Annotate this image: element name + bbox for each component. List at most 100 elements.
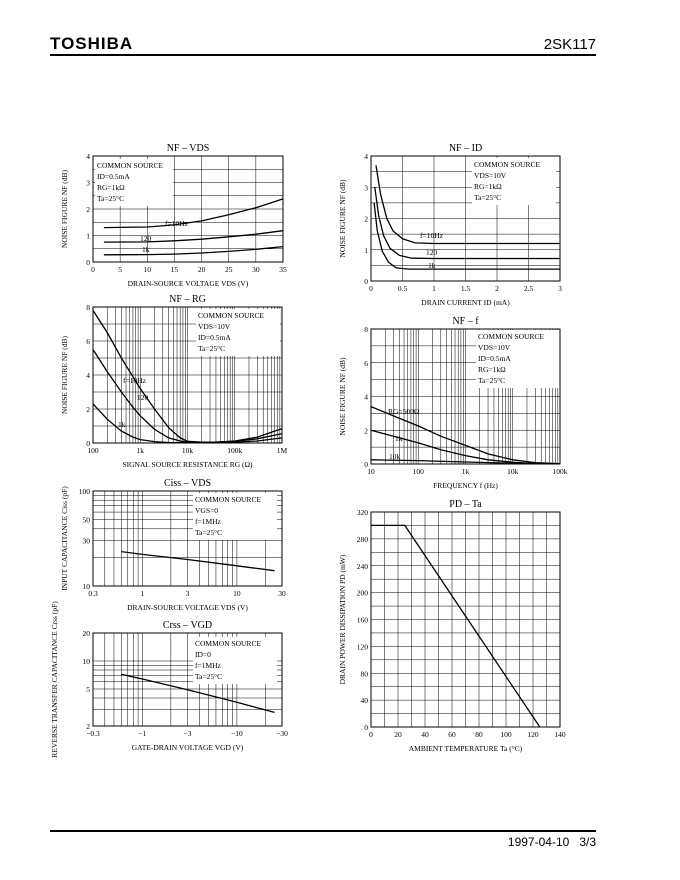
- x-tick-label: 30: [252, 265, 260, 274]
- y-tick-label: 20: [83, 629, 91, 638]
- part-number: 2SK117: [543, 36, 596, 53]
- x-axis-label: AMBIENT TEMPERATURE Ta (°C): [409, 744, 523, 753]
- chart-ciss_vds: COMMON SOURCE VGS=0 f=1MHz Ta=25°C 0.3 1 3 10 30…: [60, 478, 286, 612]
- series-label: f=10Hz: [165, 219, 189, 228]
- series-line-1: [103, 230, 284, 243]
- y-tick-label: 200: [357, 589, 369, 598]
- series-label: RG=500Ω: [388, 407, 420, 416]
- condition-text: ID=0.5mA: [97, 172, 130, 181]
- condition-text: VDS=10V: [474, 171, 507, 180]
- x-tick-label: 5: [118, 265, 122, 274]
- series-label: 120: [426, 248, 438, 257]
- plot-frame: [92, 632, 283, 727]
- y-tick-label: 3: [86, 179, 90, 188]
- x-tick-label: 25: [225, 265, 233, 274]
- y-tick-label: 0: [364, 277, 368, 286]
- x-tick-label: 10: [144, 265, 152, 274]
- condition-text: RG=1kΩ: [97, 183, 125, 192]
- footer-text: 1997-04-10 3/3: [508, 835, 596, 849]
- condition-text: Ta=25°C: [474, 193, 501, 202]
- y-tick-label: 2: [364, 215, 368, 224]
- plot-frame: [92, 155, 284, 263]
- series-line-2: [103, 245, 284, 256]
- series-line-1: [92, 349, 283, 443]
- y-tick-label: 8: [364, 325, 368, 334]
- x-tick-label: −10: [231, 729, 243, 738]
- brand-logo: TOSHIBA: [50, 34, 134, 53]
- x-tick-label: 20: [394, 730, 402, 739]
- chart-title: NF – RG: [169, 294, 206, 305]
- x-axis-label: SIGNAL SOURCE RESISTANCE RG (Ω): [122, 460, 253, 469]
- chart-pd_ta: 0 20 40 60 80 100 120 140 0 40 80 120 160 200 240 280 32…: [338, 499, 566, 753]
- series-label: 1k: [118, 420, 126, 429]
- y-tick-label: 40: [361, 696, 369, 705]
- plot-frame: [370, 155, 561, 282]
- x-tick-label: 80: [475, 730, 483, 739]
- condition-text: ID=0.5mA: [198, 333, 231, 342]
- x-tick-label: 100: [87, 446, 99, 455]
- y-tick-label: 4: [364, 152, 368, 161]
- x-tick-label: 10k: [507, 467, 519, 476]
- condition-text: ID=0: [195, 650, 211, 659]
- y-tick-label: 30: [83, 537, 91, 546]
- x-tick-label: 10k: [182, 446, 194, 455]
- chart-crss_vgd: COMMON SOURCE ID=0 f=1MHz Ta=25°C −0.3 −1 −3 −1…: [50, 601, 288, 758]
- y-tick-label: 80: [361, 669, 369, 678]
- condition-text: COMMON SOURCE: [478, 332, 544, 341]
- condition-text: Ta=25°C: [97, 194, 124, 203]
- series-label: 1k: [142, 245, 150, 254]
- x-tick-label: 120: [527, 730, 539, 739]
- x-tick-label: 35: [279, 265, 287, 274]
- condition-text: RG=1kΩ: [478, 365, 506, 374]
- condition-text: Ta=25°C: [195, 528, 222, 537]
- y-axis-label: DRAIN POWER DISSIPATION PD (mW): [338, 554, 347, 684]
- chart-nf_id: COMMON SOURCE VDS=10V RG=1kΩ Ta=25°C 0 0.5 1 1.…: [338, 143, 562, 307]
- x-tick-label: 1k: [462, 467, 470, 476]
- y-tick-label: 3: [364, 183, 368, 192]
- condition-text: VGS=0: [195, 506, 218, 515]
- x-tick-label: −30: [276, 729, 288, 738]
- x-tick-label: 1.5: [461, 284, 471, 293]
- series-line-0: [121, 673, 275, 714]
- condition-text: RG=1kΩ: [474, 182, 502, 191]
- x-tick-label: 0: [91, 265, 95, 274]
- x-tick-label: 0.5: [398, 284, 408, 293]
- x-tick-label: 40: [421, 730, 429, 739]
- series-line-1: [374, 187, 560, 260]
- condition-text: COMMON SOURCE: [198, 311, 264, 320]
- series-label: 1k: [395, 434, 403, 443]
- y-axis-label: NOISE FIGURE NF (dB): [338, 357, 347, 436]
- y-tick-label: 2: [86, 405, 90, 414]
- plot-frame: [370, 328, 561, 465]
- series-label: 10k: [389, 452, 401, 461]
- x-axis-label: GATE-DRAIN VOLTAGE VGD (V): [132, 743, 244, 752]
- x-tick-label: 60: [448, 730, 456, 739]
- x-tick-label: 100k: [227, 446, 242, 455]
- y-tick-label: 0: [86, 439, 90, 448]
- x-tick-label: 0: [369, 284, 373, 293]
- y-tick-label: 6: [364, 359, 368, 368]
- x-tick-label: 100: [413, 467, 425, 476]
- condition-text: Ta=25°C: [195, 672, 222, 681]
- x-axis-label: FREQUENCY f (Hz): [433, 481, 498, 490]
- y-tick-label: 1: [86, 232, 90, 241]
- series-label: f=10Hz: [123, 376, 147, 385]
- condition-text: Ta=25°C: [478, 376, 505, 385]
- x-tick-label: 20: [198, 265, 206, 274]
- y-tick-label: 320: [357, 508, 369, 517]
- condition-text: VDS=10V: [478, 343, 511, 352]
- plot-frame: [370, 511, 561, 728]
- x-tick-label: 1: [432, 284, 436, 293]
- series-line-2: [373, 202, 560, 270]
- y-tick-label: 10: [83, 657, 91, 666]
- y-tick-label: 2: [86, 205, 90, 214]
- condition-text: COMMON SOURCE: [97, 161, 163, 170]
- x-tick-label: 3: [558, 284, 562, 293]
- chart-title: NF – f: [452, 316, 479, 327]
- x-tick-label: −1: [138, 729, 146, 738]
- x-tick-label: 10: [233, 589, 241, 598]
- condition-text: COMMON SOURCE: [474, 160, 540, 169]
- chart-nf_rg: COMMON SOURCE VDS=10V ID=0.5mA Ta=25°C 100 1k…: [60, 294, 288, 469]
